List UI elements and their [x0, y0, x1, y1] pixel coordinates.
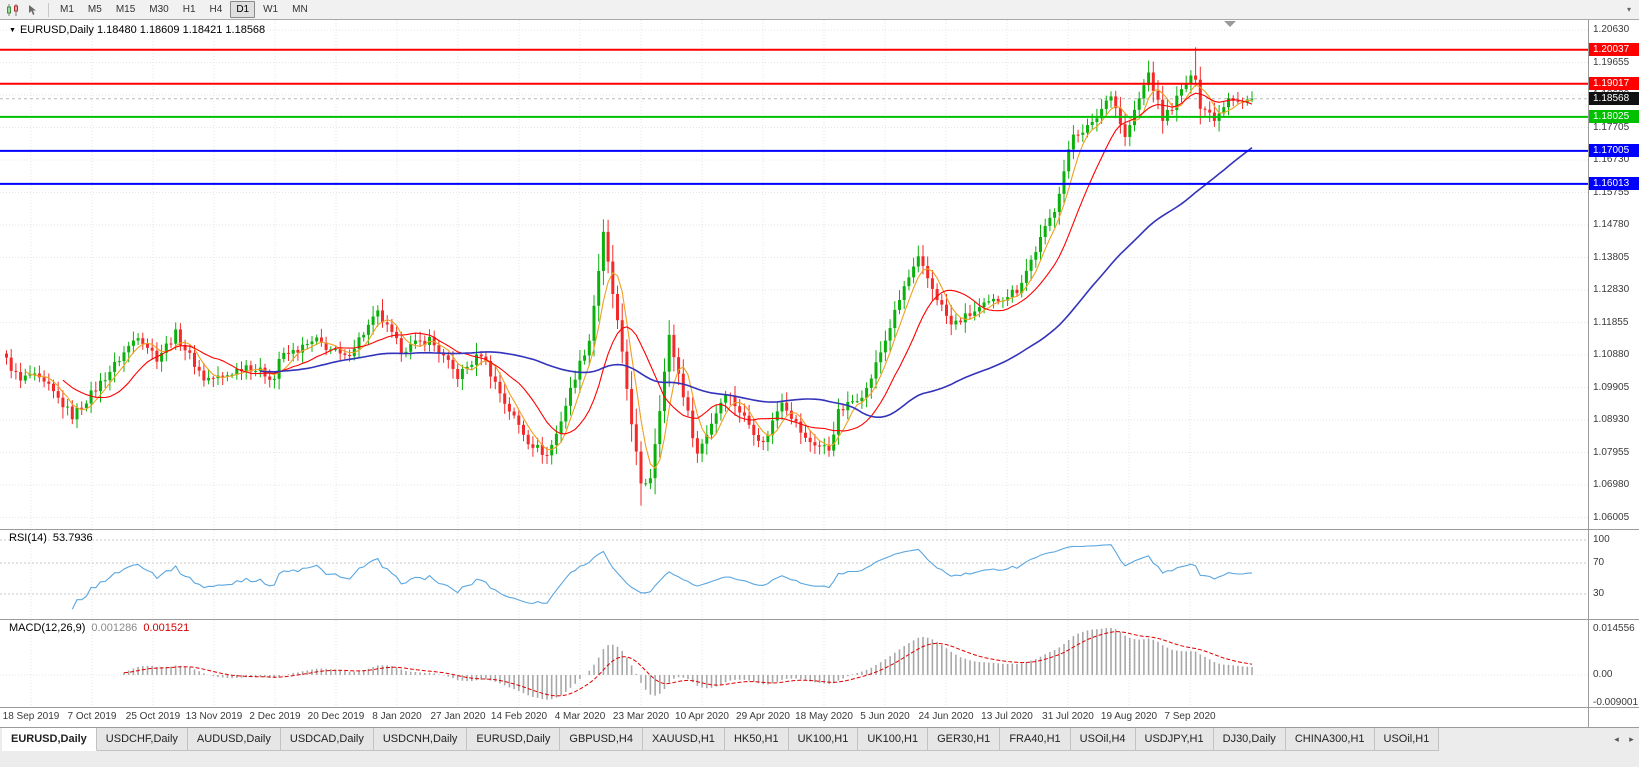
- window-tab-bar: EURUSD,Daily USDCHF,Daily AUDUSD,Daily USDC…: [0, 727, 1639, 767]
- timeframe-button-W1[interactable]: W1: [263, 4, 279, 15]
- macd-histogram: [123, 627, 1253, 700]
- cursor-arrow-icon[interactable]: [24, 2, 42, 18]
- window-tab-USDCNH,Daily[interactable]: USDCNH,Daily: [373, 728, 468, 751]
- window-tab-EURUSD,Daily[interactable]: EURUSD,Daily: [2, 728, 97, 751]
- price-axis-label: 1.06980: [1593, 479, 1630, 490]
- tab-scroll-right-icon[interactable]: ▸: [1629, 734, 1634, 744]
- chart-ohlc-readout: ▼ EURUSD,Daily 1.18480 1.18609 1.18421 1.…: [9, 24, 265, 36]
- window-tab-AUDUSD,Daily[interactable]: AUDUSD,Daily: [187, 728, 281, 751]
- price-axis-label: 1.09905: [1593, 381, 1630, 393]
- price-axis-label: 1.12830: [1593, 284, 1630, 295]
- window-tab-USDCAD,Daily[interactable]: USDCAD,Daily: [280, 728, 374, 751]
- window-tab-CHINA300,H1[interactable]: CHINA300,H1: [1285, 728, 1375, 751]
- timeframe-button-H1[interactable]: H1: [182, 4, 196, 15]
- rsi-name: RSI(14): [9, 532, 47, 544]
- price-axis-label: 1.06005: [1593, 511, 1630, 523]
- macd-axis-label: -0.009001: [1593, 697, 1639, 709]
- macd-axis-label: 0.014556: [1593, 622, 1635, 634]
- timeframe-button-M30[interactable]: M30: [149, 4, 169, 15]
- price-tag-1.19017: 1.19017: [1589, 76, 1639, 90]
- timeframe-button-MN[interactable]: MN: [292, 4, 308, 15]
- chart-menu-icon[interactable]: ▼: [9, 26, 16, 34]
- price-axis-separator: [1588, 20, 1589, 727]
- price-axis-label: 1.08930: [1593, 414, 1630, 425]
- grid: [0, 20, 1588, 707]
- current-price-tag: 1.18568: [1589, 91, 1639, 105]
- rsi-levels: [0, 539, 1588, 595]
- price-tag-1.17005: 1.17005: [1589, 143, 1639, 157]
- window-tab-GBPUSD,H4[interactable]: GBPUSD,H4: [560, 728, 643, 751]
- price-tag-1.16013: 1.16013: [1589, 176, 1639, 190]
- panel-separator-rsi[interactable]: [0, 529, 1639, 530]
- timeframe-button-D1[interactable]: D1: [230, 1, 256, 18]
- price-axis-label: 1.17705: [1593, 121, 1630, 133]
- price-axis-label: 1.07955: [1593, 446, 1630, 458]
- timeframe-button-M15[interactable]: M15: [115, 4, 136, 15]
- timeframe-button-M5[interactable]: M5: [87, 4, 102, 15]
- window-tab-EURUSD,Daily[interactable]: EURUSD,Daily: [467, 728, 561, 751]
- price-axis-label: 1.16730: [1593, 154, 1630, 165]
- price-axis-label: 1.10880: [1593, 349, 1630, 360]
- chart-title-text: EURUSD,Daily 1.18480 1.18609 1.18421 1.1…: [19, 24, 266, 36]
- window-tab-FRA40,H1[interactable]: FRA40,H1: [1000, 728, 1071, 751]
- ma-5-line: [24, 84, 1253, 469]
- window-tab-USOil,H1[interactable]: USOil,H1: [1374, 728, 1440, 751]
- rsi-axis-label: 100: [1593, 534, 1610, 545]
- rsi-line: [71, 544, 1253, 610]
- time-axis-separator: [0, 707, 1639, 708]
- timeframe-group: M1 M5 M15 M30 H1 H4 D1 W1 MN: [53, 1, 315, 18]
- price-axis-label: 1.14780: [1593, 219, 1630, 230]
- price-axis-label: 1.11855: [1593, 316, 1629, 328]
- timeframe-button-H4[interactable]: H4: [209, 4, 223, 15]
- toolbar: M1 M5 M15 M30 H1 H4 D1 W1 MN ▾: [0, 0, 1639, 20]
- chart-canvas[interactable]: [0, 20, 1588, 727]
- panel-separator-macd[interactable]: [0, 619, 1639, 620]
- timeframe-button-M1[interactable]: M1: [60, 4, 74, 15]
- window-tab-USDCHF,Daily[interactable]: USDCHF,Daily: [96, 728, 188, 751]
- price-axis-label: 1.15755: [1593, 186, 1630, 198]
- tab-scroll: ◂ ▸: [1609, 728, 1639, 751]
- window-tab-HK50,H1[interactable]: HK50,H1: [724, 728, 789, 751]
- rsi-axis-label: 70: [1593, 557, 1605, 569]
- macd-signal-value: 0.001521: [143, 622, 190, 634]
- chart-type-icon[interactable]: [4, 2, 22, 18]
- macd-signal-line: [123, 631, 1253, 697]
- macd-label: MACD(12,26,9) 0.001286 0.001521: [9, 622, 189, 634]
- chart-shift-marker[interactable]: [1224, 21, 1236, 27]
- price-tag-1.20037: 1.20037: [1589, 42, 1639, 56]
- tab-scroll-left-icon[interactable]: ◂: [1614, 734, 1619, 744]
- price-tag-1.18025: 1.18025: [1589, 109, 1639, 123]
- price-axis-label: 1.13805: [1593, 251, 1630, 263]
- macd-main-value: 0.001286: [91, 622, 138, 634]
- price-axis-label: 1.20630: [1593, 24, 1630, 35]
- candles: [5, 47, 1254, 506]
- toolbar-separator: [48, 2, 49, 17]
- rsi-axis-label: 30: [1593, 587, 1605, 599]
- price-axis: 1.206301.196551.186801.177051.167301.157…: [1589, 0, 1639, 767]
- macd-axis-label: 0.00: [1593, 668, 1613, 680]
- toolbar-overflow-icon[interactable]: ▾: [1626, 5, 1631, 14]
- window-tab-UK100,H1[interactable]: UK100,H1: [788, 728, 859, 751]
- window-tab-UK100,H1[interactable]: UK100,H1: [858, 728, 929, 751]
- ma-55-line: [260, 146, 1253, 418]
- rsi-label: RSI(14) 53.7936: [9, 532, 93, 544]
- window-tab-GER30,H1[interactable]: GER30,H1: [928, 728, 1001, 751]
- window-tab-USDJPY,H1[interactable]: USDJPY,H1: [1135, 728, 1214, 751]
- window-tab-USOil,H4[interactable]: USOil,H4: [1070, 728, 1136, 751]
- window-tab-DJ30,Daily[interactable]: DJ30,Daily: [1213, 728, 1286, 751]
- window-tab-XAUUSD,H1[interactable]: XAUUSD,H1: [642, 728, 725, 751]
- window-tabs: EURUSD,Daily USDCHF,Daily AUDUSD,Daily USDC…: [2, 728, 1440, 751]
- price-axis-label: 1.19655: [1593, 56, 1630, 68]
- rsi-value: 53.7936: [52, 532, 93, 544]
- macd-name: MACD(12,26,9): [9, 622, 86, 634]
